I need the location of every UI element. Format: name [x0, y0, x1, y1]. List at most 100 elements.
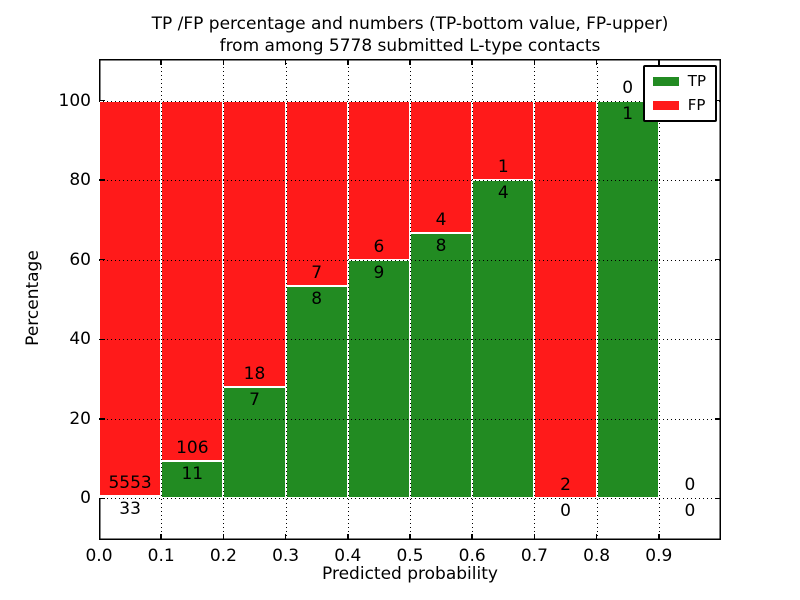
- x-tick-label: 0.5: [396, 546, 424, 566]
- x-tick-mark: [160, 59, 162, 65]
- gridline-vertical: [596, 59, 598, 540]
- legend-item: FP: [652, 96, 706, 114]
- y-tick-label: 0: [80, 488, 91, 509]
- x-tick-mark: [595, 59, 598, 65]
- fp-count-label: 7: [311, 263, 323, 284]
- x-tick-mark: [409, 59, 411, 65]
- tp-count-label: 8: [435, 236, 447, 257]
- x-tick-label: 0.1: [147, 546, 175, 566]
- fp-count-label: 2: [560, 475, 571, 496]
- y-tick-mark: [715, 497, 721, 499]
- tp-count-label: 8: [311, 289, 323, 310]
- fp-count-label: 1: [497, 157, 509, 178]
- x-tick-label: 0.4: [334, 546, 362, 566]
- x-tick-mark: [222, 59, 225, 65]
- y-tick-label: 20: [69, 408, 91, 429]
- tp-count-label: 0: [684, 501, 696, 522]
- x-tick-mark: [160, 534, 162, 540]
- fp-count-label: 6: [373, 236, 385, 257]
- x-tick-mark: [409, 534, 411, 540]
- x-tick-mark: [471, 534, 473, 540]
- x-tick-label: 0.2: [209, 546, 237, 566]
- tp-count-label: 9: [373, 262, 385, 283]
- y-tick-mark: [99, 418, 105, 420]
- y-tick-label: 80: [69, 170, 91, 191]
- y-tick-mark: [715, 258, 721, 261]
- legend-swatch-fp: [652, 101, 679, 110]
- y-tick-mark: [715, 99, 721, 102]
- y-tick-mark: [99, 338, 105, 340]
- x-tick-mark: [284, 534, 287, 540]
- legend-label: FP: [687, 96, 706, 114]
- chart-title-line2: from among 5778 submitted L-type contact…: [219, 36, 601, 56]
- y-tick-label: 100: [58, 90, 91, 111]
- tp-bar: [99, 495, 162, 499]
- fp-bar: [223, 100, 286, 387]
- x-tick-mark: [284, 59, 287, 65]
- y-tick-mark: [715, 418, 721, 420]
- x-tick-mark: [595, 534, 598, 540]
- fp-count-label: 18: [243, 363, 266, 384]
- y-axis-label: Percentage: [23, 250, 43, 346]
- x-tick-mark: [347, 534, 349, 540]
- tp-count-label: 0: [560, 501, 571, 522]
- x-tick-mark: [533, 534, 536, 540]
- gridline-vertical: [223, 59, 225, 540]
- x-tick-mark: [471, 59, 473, 65]
- fp-bar: [534, 100, 597, 499]
- x-tick-label: 0.6: [458, 546, 486, 566]
- gridline-vertical: [658, 59, 660, 540]
- gridline-vertical: [285, 59, 287, 540]
- legend-swatch-tp: [652, 77, 679, 86]
- y-tick-label: 60: [69, 249, 91, 270]
- x-tick-mark: [533, 59, 536, 65]
- y-tick-mark: [99, 497, 105, 499]
- tp-count-label: 7: [249, 389, 260, 410]
- tp-bar: [596, 100, 659, 499]
- fp-count-label: 0: [622, 77, 634, 98]
- fp-count-label: 106: [176, 437, 209, 458]
- x-tick-label: 0.9: [645, 546, 673, 566]
- x-tick-mark: [222, 534, 225, 540]
- legend-item: TP: [652, 72, 706, 90]
- gridline-vertical: [534, 59, 536, 540]
- tp-count-label: 4: [497, 183, 509, 204]
- x-tick-label: 0.7: [520, 546, 548, 566]
- tp-bar: [285, 286, 348, 499]
- fp-count-label: 5553: [108, 472, 152, 493]
- tp-count-label: 1: [622, 103, 634, 124]
- tp-bar: [347, 259, 410, 499]
- tp-count-label: 11: [181, 463, 204, 484]
- y-tick-mark: [99, 99, 105, 102]
- fp-count-label: 4: [435, 210, 447, 231]
- tp-bar: [223, 386, 286, 499]
- chart-title-line1: TP /FP percentage and numbers (TP-bottom…: [151, 14, 669, 34]
- plot-area: TP FP 5553 33 106 11 18 7 7 8 6 9 4 8 1 4 2 0 0 1 0 0: [99, 59, 721, 540]
- tp-bar: [161, 460, 224, 499]
- x-tick-label: 0.8: [583, 546, 611, 566]
- fp-bar: [161, 100, 224, 461]
- x-tick-mark: [658, 59, 660, 65]
- fp-count-label: 0: [684, 475, 696, 496]
- fp-bar: [472, 100, 535, 181]
- gridline-vertical: [410, 59, 411, 540]
- x-axis-label: Predicted probability: [322, 564, 498, 584]
- x-tick-mark: [658, 534, 660, 540]
- x-tick-label: 0.0: [85, 546, 113, 566]
- y-tick-mark: [99, 179, 105, 181]
- tp-bar: [410, 233, 473, 499]
- gridline-vertical: [347, 59, 349, 540]
- chart-title: TP /FP percentage and numbers (TP-bottom…: [99, 13, 721, 57]
- gridline-vertical: [161, 59, 163, 540]
- gridline-vertical: [472, 59, 474, 540]
- y-tick-mark: [715, 338, 721, 340]
- legend-label: TP: [687, 72, 706, 90]
- y-tick-label: 40: [69, 329, 91, 350]
- x-tick-mark: [347, 59, 349, 65]
- legend: TP FP: [642, 65, 717, 122]
- fp-bar: [99, 100, 162, 496]
- x-tick-label: 0.3: [272, 546, 300, 566]
- tp-count-label: 33: [119, 498, 141, 519]
- y-tick-mark: [99, 258, 105, 261]
